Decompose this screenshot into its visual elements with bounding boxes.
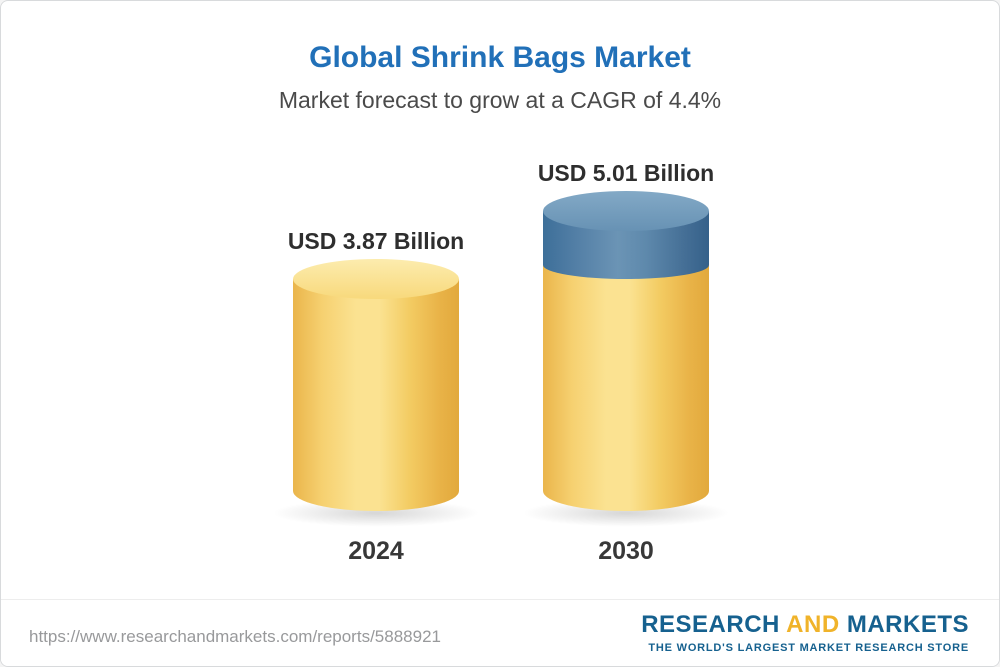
- brand-logo: RESEARCH AND MARKETS THE WORLD'S LARGEST…: [641, 611, 969, 654]
- cylinder-top-face: [293, 259, 459, 300]
- logo-tagline: THE WORLD'S LARGEST MARKET RESEARCH STOR…: [648, 642, 969, 654]
- year-label-2024: 2024: [348, 537, 404, 565]
- year-label-2030: 2030: [598, 537, 654, 565]
- logo-wordmark: RESEARCH AND MARKETS: [641, 611, 969, 639]
- logo-word-markets: MARKETS: [846, 611, 969, 638]
- footer: https://www.researchandmarkets.com/repor…: [1, 599, 999, 666]
- cylinder-body: [293, 279, 459, 511]
- page-subtitle: Market forecast to grow at a CAGR of 4.4…: [278, 87, 722, 113]
- bar-group-2030: USD 5.01 Billion 2030: [506, 1, 746, 666]
- logo-word-research: RESEARCH: [641, 611, 780, 638]
- logo-word-and: AND: [786, 611, 840, 638]
- cylinder-2024: [293, 259, 459, 511]
- value-label-2030: USD 5.01 Billion: [537, 160, 715, 186]
- value-label-2024: USD 3.87 Billion: [287, 228, 465, 255]
- page-title: Global Shrink Bags Market: [309, 41, 691, 74]
- cylinder-2030: [543, 191, 709, 511]
- cylinder-top-face: [543, 191, 709, 231]
- bar-group-2024: USD 3.87 Billion 2024: [256, 1, 496, 666]
- report-url: https://www.researchandmarkets.com/repor…: [29, 627, 441, 646]
